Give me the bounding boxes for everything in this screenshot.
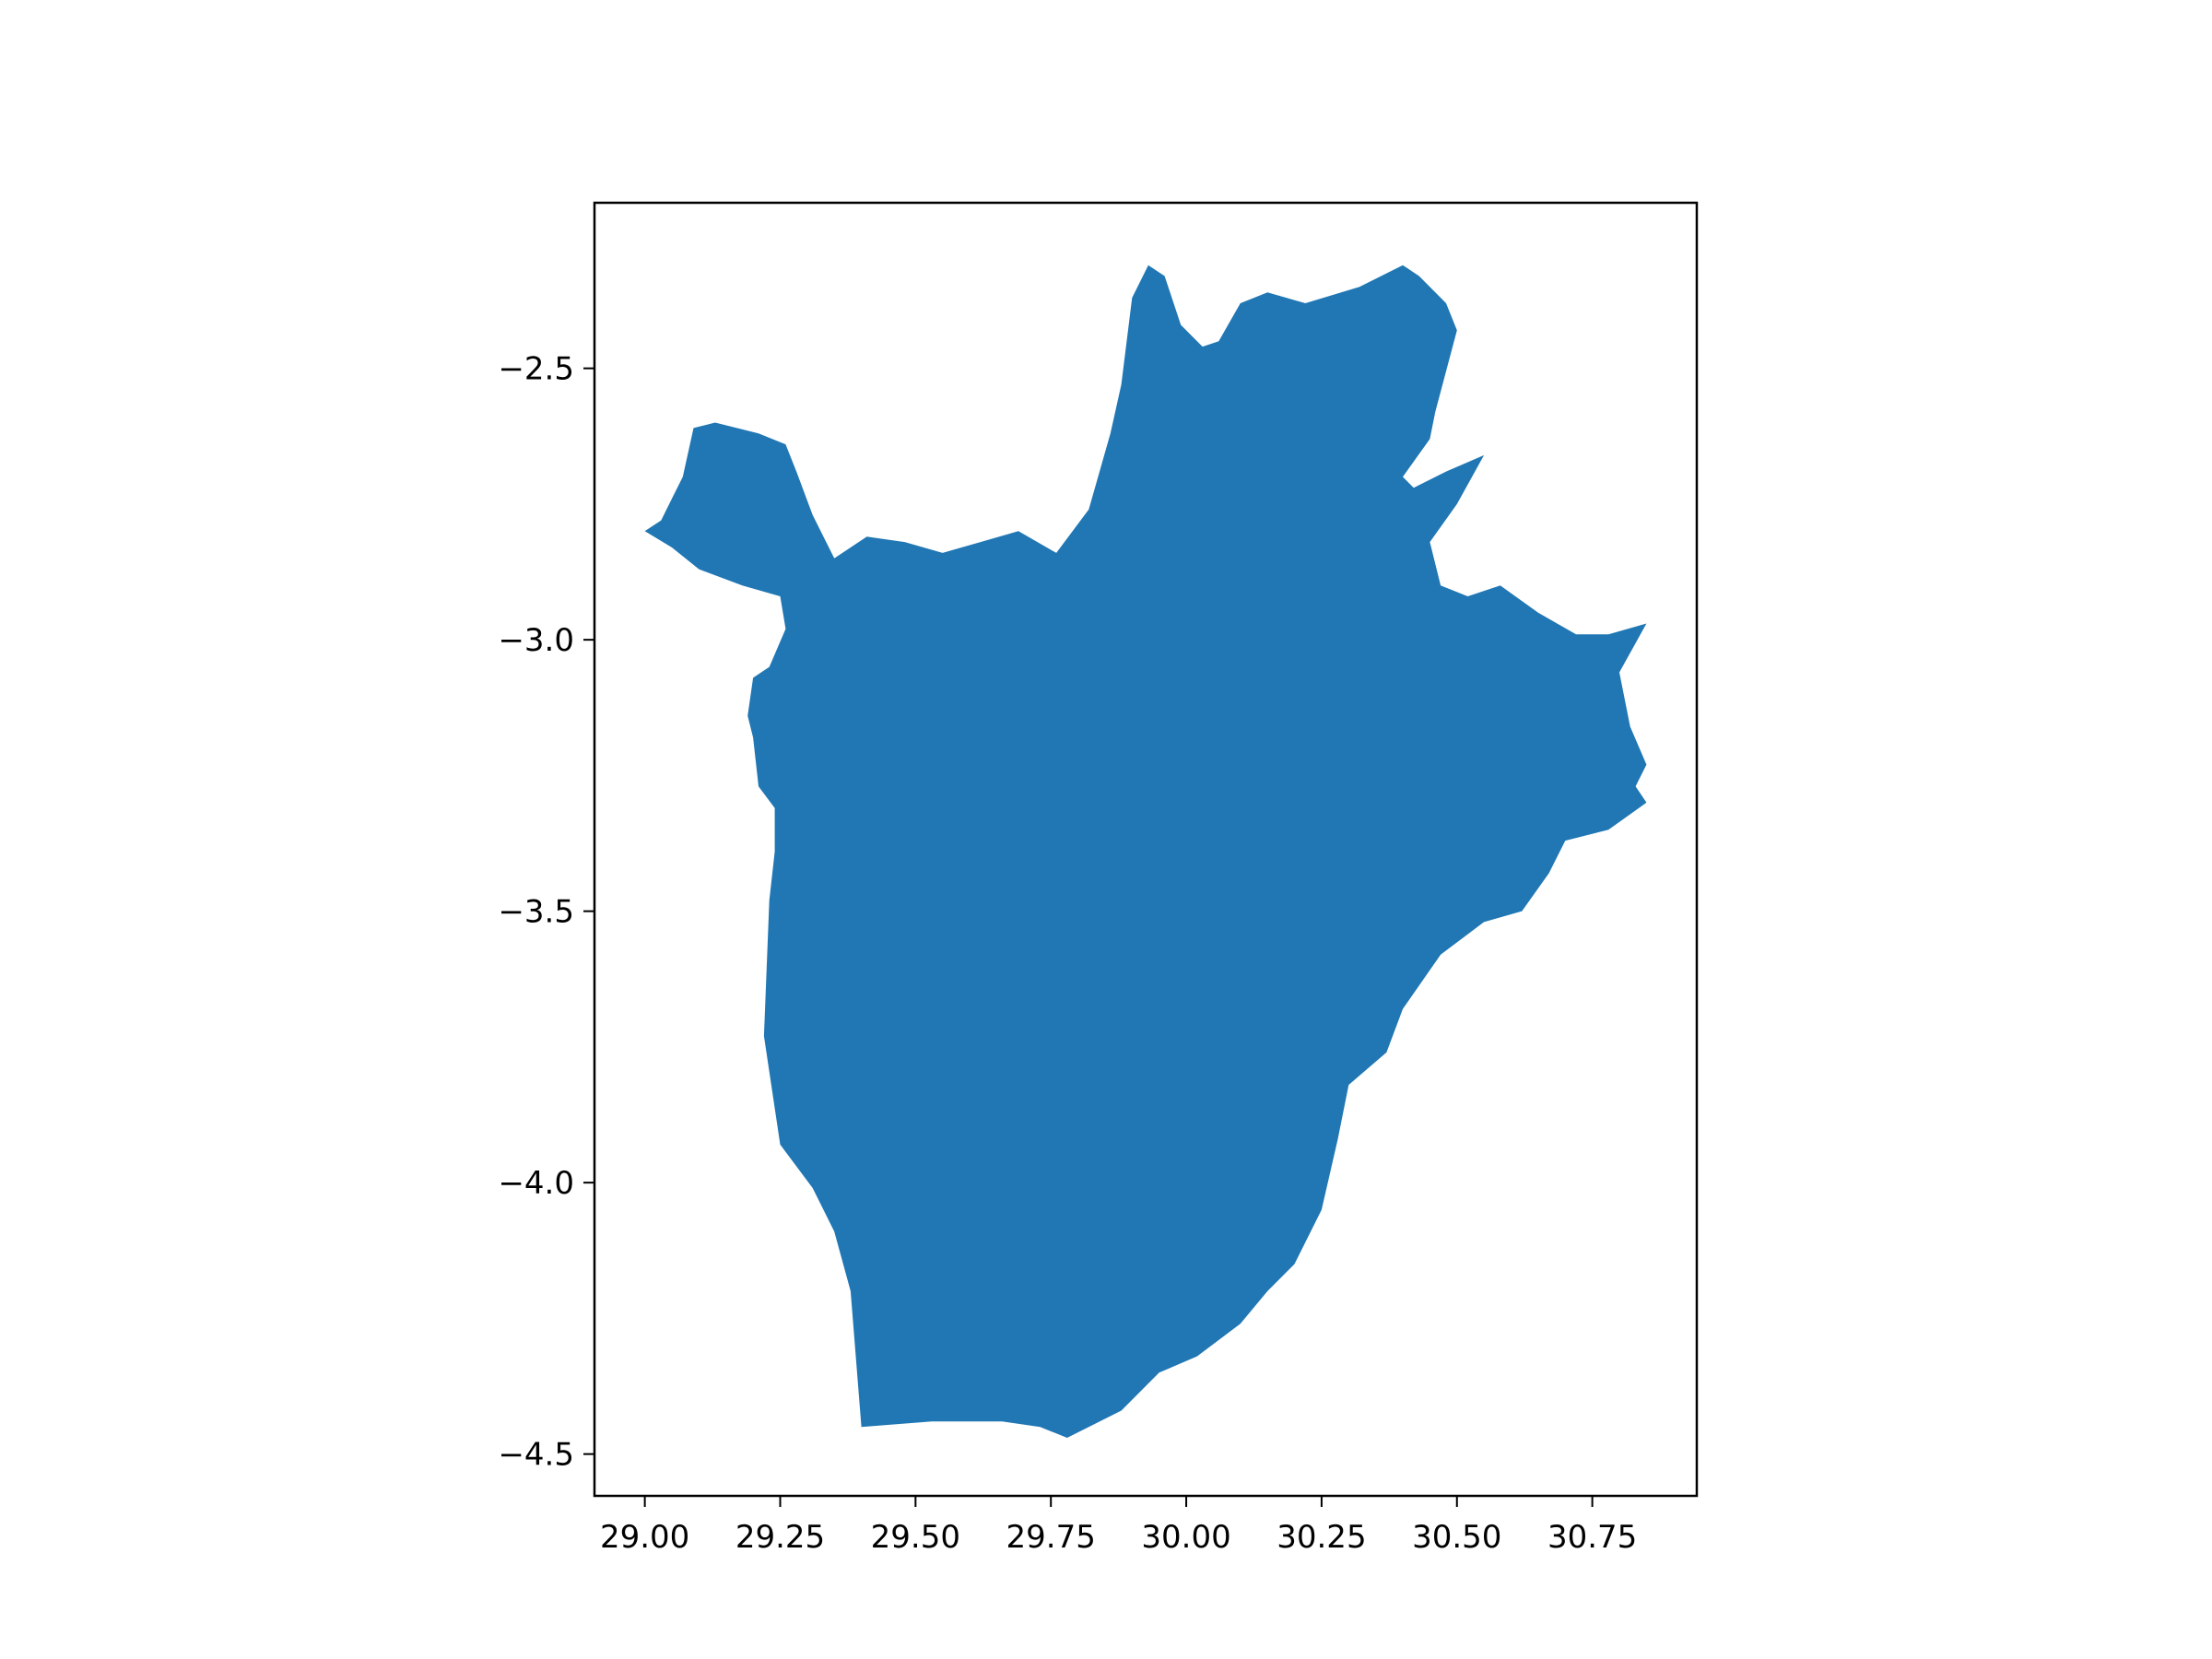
axes-frame	[593, 201, 1699, 1498]
x-axis: 29.00 29.25 29.50 29.75 30.00 30.25 30.50 30.75	[600, 1496, 1637, 1556]
y-tick-label: −2.5	[498, 351, 574, 388]
y-tick-label: −4.5	[498, 1437, 574, 1474]
x-tick-label: 29.25	[735, 1519, 825, 1556]
x-tick-label: 30.50	[1412, 1519, 1501, 1556]
x-tick-label: 30.25	[1277, 1519, 1366, 1556]
region-polygon	[644, 265, 1647, 1439]
x-tick-label: 29.50	[871, 1519, 960, 1556]
y-tick-label: −4.0	[498, 1165, 574, 1202]
x-tick-label: 30.00	[1141, 1519, 1230, 1556]
y-tick-label: −3.5	[498, 894, 574, 931]
y-axis: −2.5 −3.0 −3.5 −4.0 −4.5	[498, 351, 594, 1474]
x-tick-label: 29.00	[600, 1519, 689, 1556]
y-tick-label: −3.0	[498, 622, 574, 659]
x-tick-label: 30.75	[1547, 1519, 1637, 1556]
x-tick-label: 29.75	[1006, 1519, 1096, 1556]
plot-area	[644, 265, 1647, 1439]
